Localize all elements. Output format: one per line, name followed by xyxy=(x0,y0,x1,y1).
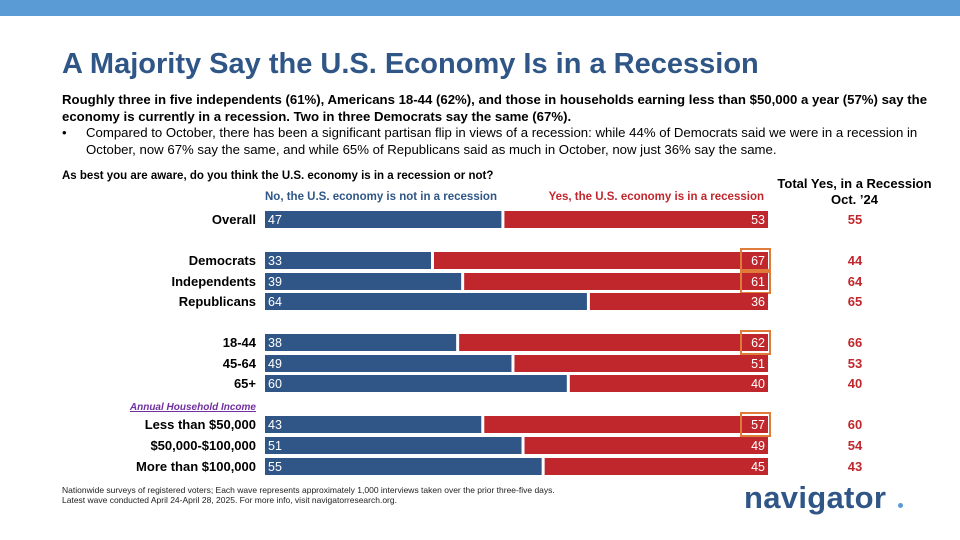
comparison-value: 65 xyxy=(848,294,862,309)
bar-yes xyxy=(569,375,768,392)
legend-yes: Yes, the U.S. economy is in a recession xyxy=(548,191,764,203)
bar-yes xyxy=(589,293,768,310)
category-label: $50,000-$100,000 xyxy=(150,438,256,453)
highlight-box xyxy=(740,412,771,437)
comparison-value: 44 xyxy=(848,253,863,268)
bar-no-label: 64 xyxy=(268,295,282,309)
bar-no xyxy=(265,273,462,290)
footnote-line2: Latest wave conducted April 24-April 28,… xyxy=(62,495,397,505)
bar-no xyxy=(265,293,587,310)
legend-no: No, the U.S. economy is not in a recessi… xyxy=(265,191,497,203)
bullet-text: Compared to October, there has been a si… xyxy=(86,125,918,157)
bar-yes-label: 61 xyxy=(751,275,765,289)
bar-yes-label: 62 xyxy=(751,336,765,350)
bar-no xyxy=(265,334,457,351)
comparison-value: 43 xyxy=(848,459,862,474)
bar-no xyxy=(265,375,567,392)
bar-no-label: 43 xyxy=(268,418,282,432)
bar-no xyxy=(265,416,482,433)
comparison-value: 64 xyxy=(848,274,863,289)
category-label: Republicans xyxy=(179,294,256,309)
bar-yes-label: 49 xyxy=(751,439,765,453)
bar-no xyxy=(265,458,542,475)
comparison-value: 53 xyxy=(848,356,862,371)
comparison-value: 66 xyxy=(848,335,862,350)
highlight-box xyxy=(740,330,771,355)
bar-yes xyxy=(433,252,768,269)
bar-no-label: 38 xyxy=(268,336,282,350)
bar-yes-label: 67 xyxy=(751,254,765,268)
bar-no xyxy=(265,211,502,228)
highlight-box xyxy=(740,248,771,273)
subtitle: Roughly three in five independents (61%)… xyxy=(62,92,928,124)
bar-yes xyxy=(514,355,768,372)
category-label: 65+ xyxy=(234,376,256,391)
page-title: A Majority Say the U.S. Economy Is in a … xyxy=(62,48,759,80)
bar-yes xyxy=(544,458,768,475)
bar-no-label: 51 xyxy=(268,439,282,453)
bar-yes xyxy=(504,211,768,228)
bar-no xyxy=(265,355,512,372)
bar-no-label: 39 xyxy=(268,275,282,289)
comparison-header-line2: Oct. ’24 xyxy=(831,192,878,207)
survey-question: As best you are aware, do you think the … xyxy=(62,170,494,182)
bar-no-label: 55 xyxy=(268,460,282,474)
bar-no-label: 49 xyxy=(268,357,282,371)
bar-yes-label: 40 xyxy=(751,377,765,391)
income-group-label: Annual Household Income xyxy=(129,402,257,413)
bar-no-label: 47 xyxy=(268,213,282,227)
bar-yes xyxy=(484,416,768,433)
bar-yes xyxy=(524,437,768,454)
bar-yes-label: 53 xyxy=(751,213,765,227)
category-label: Independents xyxy=(171,274,256,289)
bullet-dot: • xyxy=(62,125,67,140)
navigator-logo: navigator xyxy=(744,480,887,515)
top-accent-bar xyxy=(0,0,960,16)
bar-no-label: 60 xyxy=(268,377,282,391)
comparison-header: Total Yes, in a Recession Oct. ’24 xyxy=(772,176,937,208)
bar-yes-label: 51 xyxy=(751,357,765,371)
bar-yes xyxy=(464,273,768,290)
bar-no xyxy=(265,252,431,269)
bar-yes xyxy=(459,334,768,351)
footnote-line1: Nationwide surveys of registered voters;… xyxy=(62,485,555,495)
comparison-value: 60 xyxy=(848,417,862,432)
bar-yes-label: 57 xyxy=(751,418,765,432)
comparison-value: 54 xyxy=(848,438,863,453)
bar-yes-label: 36 xyxy=(751,295,765,309)
category-label: Democrats xyxy=(189,253,256,268)
comparison-header-line1: Total Yes, in a Recession xyxy=(777,176,932,191)
category-label: 18-44 xyxy=(223,335,257,350)
comparison-value: 55 xyxy=(848,212,862,227)
comparison-value: 40 xyxy=(848,376,862,391)
bar-yes-label: 45 xyxy=(751,460,765,474)
category-label: Less than $50,000 xyxy=(145,417,256,432)
footnote: Nationwide surveys of registered voters;… xyxy=(62,485,555,505)
logo-dot xyxy=(898,503,903,508)
category-label: 45-64 xyxy=(223,356,257,371)
category-label: More than $100,000 xyxy=(136,459,256,474)
bar-no-label: 33 xyxy=(268,254,282,268)
category-label: Overall xyxy=(212,212,256,227)
bar-no xyxy=(265,437,522,454)
